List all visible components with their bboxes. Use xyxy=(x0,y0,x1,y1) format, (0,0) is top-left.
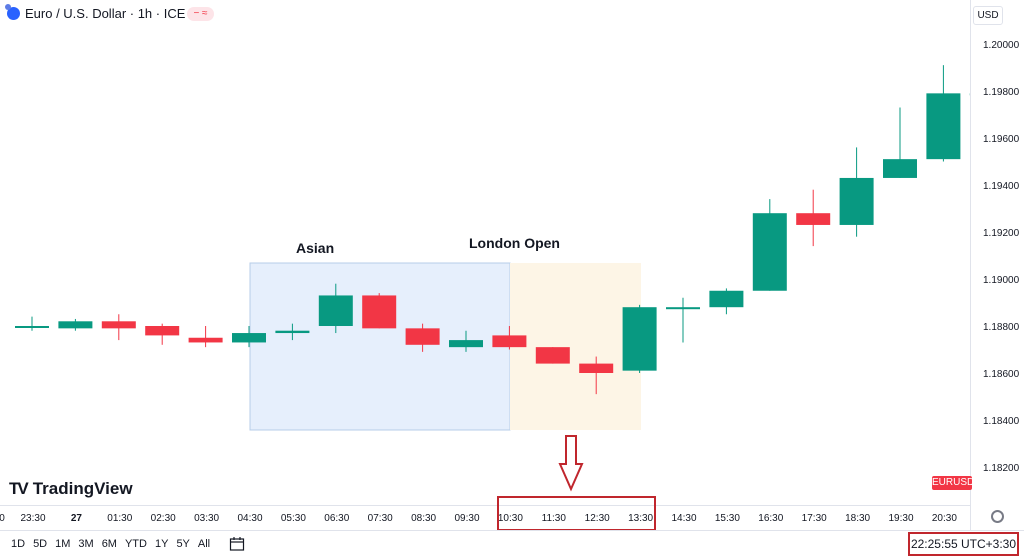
time-tick-label: 19:30 xyxy=(888,513,913,524)
time-tick-label: 17:30 xyxy=(802,513,827,524)
candle-up xyxy=(839,177,874,225)
range-5y[interactable]: 5Y xyxy=(176,538,190,550)
price-tick-label: 1.19400 xyxy=(983,181,1020,192)
time-tick-label: 0 xyxy=(0,513,5,524)
symbol-title[interactable]: Euro / U.S. Dollar · 1h · ICE xyxy=(25,6,186,21)
time-tick-label: 18:30 xyxy=(845,513,870,524)
time-tick-label: 20:30 xyxy=(932,513,957,524)
candle-up xyxy=(275,330,310,334)
time-tick-label: 08:30 xyxy=(411,513,436,524)
candle-down xyxy=(492,335,527,348)
range-1m[interactable]: 1M xyxy=(55,538,71,550)
asian-label: Asian xyxy=(296,240,334,256)
london-open-label: London Open xyxy=(469,235,560,251)
axes[interactable]: 1.20000 1.19800 1.19600 1.19400 1.19200 1.190… xyxy=(0,0,1024,530)
time-tick-label: 16:30 xyxy=(758,513,783,524)
price-tick-label: 1.19800 xyxy=(983,87,1020,98)
candle-up xyxy=(926,93,961,160)
candle-up xyxy=(449,340,483,348)
price-tick-label: 1.18800 xyxy=(983,322,1020,333)
euro-flag-icon xyxy=(5,4,20,20)
time-axis-divider xyxy=(0,505,970,506)
price-tick-label: 1.20000 xyxy=(983,40,1020,51)
bottom-divider xyxy=(0,530,1024,531)
candle-down xyxy=(188,337,223,343)
range-bar: 1D 5D 1M 3M 6M YTD 1Y 5Y All xyxy=(0,531,214,557)
price-chart[interactable]: Asian London Open xyxy=(0,0,970,505)
calendar-goto-icon[interactable] xyxy=(229,536,245,552)
range-all[interactable]: All xyxy=(197,538,211,550)
time-tick-label: 13:30 xyxy=(628,513,653,524)
candle-up xyxy=(232,333,266,343)
indicator-toggle[interactable]: − ≈ xyxy=(187,7,214,21)
price-tick-label: 1.18400 xyxy=(983,416,1020,427)
down-arrow-icon xyxy=(558,435,584,492)
candle-down xyxy=(535,347,570,364)
time-axis[interactable]: 0 23:30 27 01:30 02:30 03:30 04:30 05:30 06:30 07… xyxy=(0,513,957,524)
price-tick-label: 1.19200 xyxy=(983,228,1020,239)
price-tick-label: 1.18200 xyxy=(983,463,1020,474)
price-tick-label: 1.19600 xyxy=(983,134,1020,145)
candle-up xyxy=(709,290,744,308)
candle-up xyxy=(318,295,353,326)
time-tick-label: 03:30 xyxy=(194,513,219,524)
candle-down xyxy=(362,295,397,329)
currency-button[interactable]: USD xyxy=(973,6,1003,25)
time-highlight-box xyxy=(497,496,656,530)
london-session-box xyxy=(510,263,641,430)
brand-name: TradingView xyxy=(32,479,133,498)
candle-down xyxy=(101,321,136,329)
candle-up xyxy=(622,307,657,371)
price-axis-divider xyxy=(970,0,971,530)
candle-up xyxy=(666,307,700,310)
range-5d[interactable]: 5D xyxy=(33,538,48,550)
candle-down xyxy=(405,328,440,345)
time-tick-label: 06:30 xyxy=(324,513,349,524)
time-tick-label: 10:30 xyxy=(498,513,523,524)
candle-down xyxy=(145,326,180,336)
time-tick-label: 07:30 xyxy=(368,513,393,524)
settings-gear-icon[interactable] xyxy=(991,510,1004,523)
time-tick-label: 11:30 xyxy=(542,513,567,524)
candle-up xyxy=(752,213,787,291)
candle-up xyxy=(58,321,93,329)
range-1y[interactable]: 1Y xyxy=(154,538,169,550)
time-tick-label: 23:30 xyxy=(20,513,45,524)
time-tick-label: 04:30 xyxy=(237,513,262,524)
candle-up xyxy=(15,326,49,328)
range-3m[interactable]: 3M xyxy=(78,538,94,550)
candles-group xyxy=(15,65,970,395)
price-tick-label: 1.19000 xyxy=(983,275,1020,286)
clock-timezone[interactable]: 22:25:55 UTC+3:30 xyxy=(908,532,1019,556)
symbol-price-label: EURUSD xyxy=(932,476,975,490)
candle-down xyxy=(579,363,614,373)
time-tick-label: 15:30 xyxy=(715,513,740,524)
time-tick-label: 09:30 xyxy=(454,513,479,524)
time-tick-label: 01:30 xyxy=(107,513,132,524)
time-tick-label: 05:30 xyxy=(281,513,306,524)
candle-up xyxy=(883,159,917,178)
range-6m[interactable]: 6M xyxy=(101,538,117,550)
price-axis[interactable]: 1.20000 1.19800 1.19600 1.19400 1.19200 1.190… xyxy=(983,40,1020,474)
time-tick-label: 14:30 xyxy=(671,513,696,524)
candle-down xyxy=(796,213,831,225)
price-tick-label: 1.18600 xyxy=(983,369,1020,380)
tradingview-logo: TV TradingView xyxy=(9,479,133,499)
time-tick-label: 02:30 xyxy=(151,513,176,524)
time-tick-label: 27 xyxy=(71,513,83,524)
range-ytd[interactable]: YTD xyxy=(124,538,147,550)
time-tick-label: 12:30 xyxy=(585,513,610,524)
range-1d[interactable]: 1D xyxy=(11,538,26,550)
tradingview-mark-icon: TV xyxy=(9,479,29,498)
